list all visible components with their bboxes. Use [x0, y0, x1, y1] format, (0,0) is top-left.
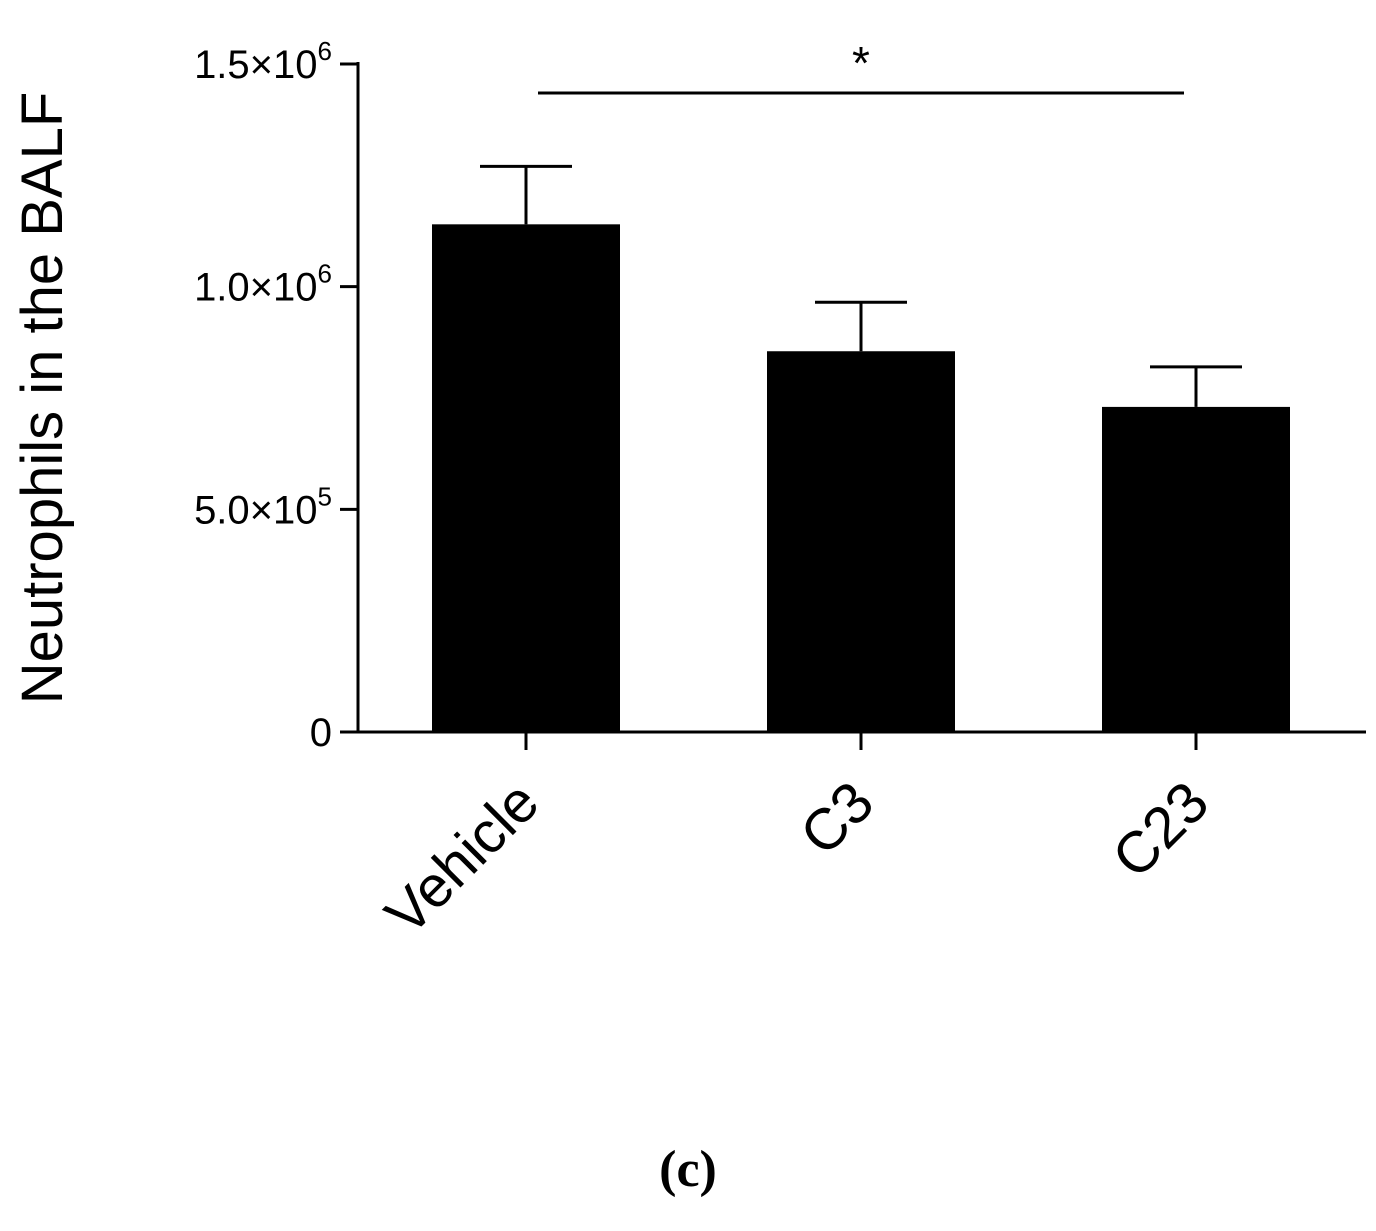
x-ticks-layer: Vehicle C3 C23 [373, 732, 1221, 947]
y-tick-label: 1.0×106 [194, 259, 332, 310]
x-tick-label-c23: C23 [1100, 769, 1221, 890]
significance-star: * [852, 37, 870, 89]
bar-c23 [1102, 406, 1290, 732]
bar-c3 [767, 351, 955, 732]
y-tick-label: 0 [310, 711, 332, 755]
x-tick-label-vehicle: Vehicle [373, 769, 551, 947]
bar-vehicle [432, 224, 620, 732]
y-tick-label: 5.0×105 [194, 481, 332, 532]
panel-label: (c) [659, 1141, 717, 1198]
y-tick-label: 1.5×106 [194, 36, 332, 87]
annotations-layer: * [538, 37, 1184, 95]
error-bars-layer [480, 164, 1242, 407]
y-ticks-layer: 0 5.0×105 1.0×106 1.5×106 [194, 36, 358, 755]
x-tick-label-c3: C3 [788, 769, 886, 867]
bars-layer [432, 224, 1290, 732]
y-axis-label: Neutrophils in the BALF [10, 92, 75, 705]
